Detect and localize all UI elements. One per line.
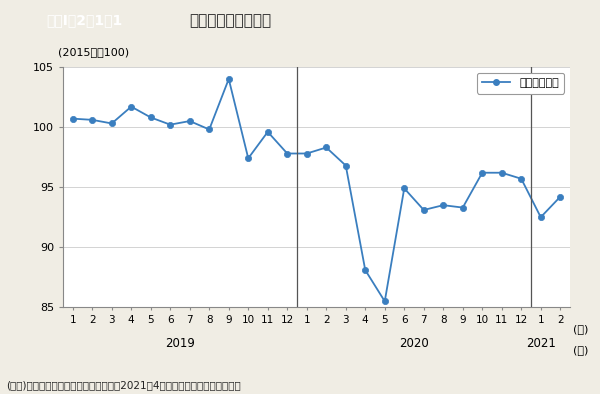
Text: 2019: 2019 xyxy=(165,337,195,350)
Legend: 消費総合指数: 消費総合指数 xyxy=(477,72,565,94)
Text: (備考)　消費総合指数は内閣府推計値（2021年4月公表時点）。季節調整値。: (備考) 消費総合指数は内閣府推計値（2021年4月公表時点）。季節調整値。 xyxy=(6,380,241,390)
Text: (月): (月) xyxy=(572,324,588,334)
Text: 2021: 2021 xyxy=(526,337,556,350)
Text: (2015年＝100): (2015年＝100) xyxy=(58,47,129,58)
Text: (年): (年) xyxy=(572,345,588,355)
Text: 図表Ⅰ－2－1－1: 図表Ⅰ－2－1－1 xyxy=(46,14,122,28)
Text: 2020: 2020 xyxy=(399,337,429,350)
Text: 消費総合指数の動向: 消費総合指数の動向 xyxy=(190,13,272,28)
